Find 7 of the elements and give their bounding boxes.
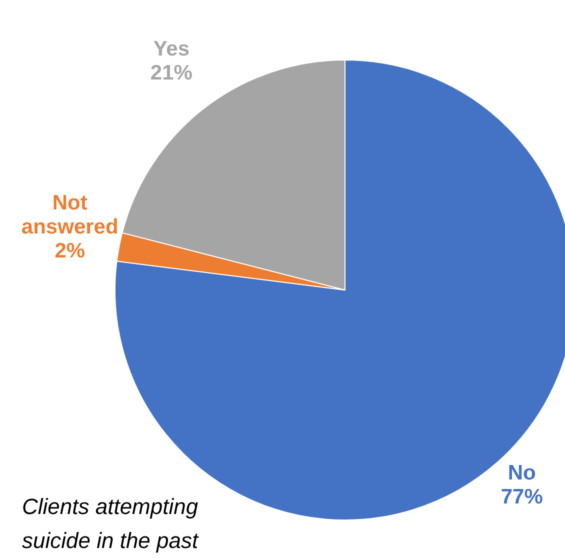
data-label: 77%: [500, 485, 544, 508]
data-label: 2%: [54, 239, 86, 262]
slice-label: Yes: [153, 38, 190, 61]
data-label: 21%: [150, 62, 193, 85]
slice-label: No: [508, 461, 536, 484]
slice-label: Not answered: [21, 191, 118, 238]
text: Clients attempting suicide in the past: [22, 493, 200, 555]
